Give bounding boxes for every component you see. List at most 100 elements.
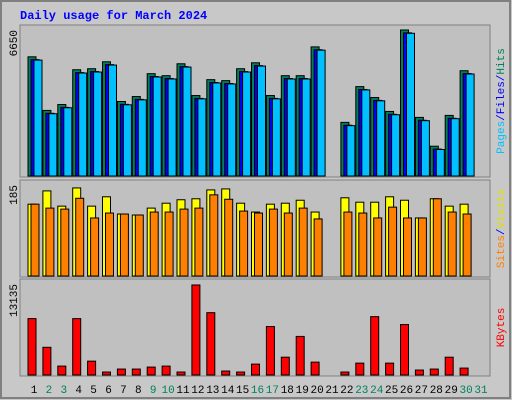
bar — [134, 214, 144, 277]
bar — [376, 100, 386, 177]
x-tick-label: 5 — [90, 385, 97, 397]
bar — [209, 194, 219, 277]
bar — [355, 362, 365, 376]
bar — [271, 98, 281, 177]
bar — [30, 203, 40, 277]
bar — [191, 284, 201, 376]
x-tick-label: 31 — [474, 385, 488, 397]
x-tick-label: 3 — [60, 385, 67, 397]
bar — [239, 210, 249, 277]
bar — [27, 318, 37, 376]
bar — [48, 113, 58, 177]
bar — [167, 78, 177, 177]
bar — [78, 72, 88, 177]
bar — [224, 198, 234, 277]
bar — [316, 49, 326, 177]
legend-label: Pages — [496, 121, 508, 154]
x-tick-label: 17 — [266, 385, 279, 397]
bar — [152, 76, 162, 177]
x-tick-label: 13 — [206, 385, 219, 397]
bar — [280, 356, 290, 376]
x-tick-label: 1 — [31, 385, 38, 397]
x-tick-label: 8 — [135, 385, 142, 397]
bar — [298, 207, 308, 277]
legend-separator: / — [496, 75, 508, 82]
legend-label: Files — [496, 81, 508, 114]
bar — [33, 59, 43, 177]
x-tick-label: 11 — [176, 385, 190, 397]
bar — [57, 365, 67, 376]
legend-label: KBytes — [496, 308, 508, 348]
bar — [90, 217, 100, 277]
bar — [358, 212, 368, 277]
bar — [257, 65, 266, 177]
bar — [459, 367, 469, 376]
bar — [45, 207, 55, 277]
bar — [301, 78, 311, 177]
bar — [343, 211, 353, 277]
bar — [212, 82, 222, 177]
bar — [432, 198, 442, 277]
x-tick-label: 7 — [120, 385, 127, 397]
bar — [340, 371, 350, 376]
bar — [417, 217, 427, 277]
x-tick-label: 16 — [251, 385, 264, 397]
bar — [102, 371, 111, 376]
bar — [254, 212, 263, 277]
x-tick-label: 2 — [46, 385, 53, 397]
bar — [450, 118, 460, 177]
bar — [119, 213, 129, 277]
bar — [283, 212, 293, 277]
x-tick-label: 10 — [161, 385, 174, 397]
bar — [414, 369, 424, 376]
bar — [116, 368, 126, 376]
bar — [131, 368, 141, 376]
legend-separator: / — [496, 114, 508, 121]
x-tick-label: 23 — [355, 385, 368, 397]
bar — [137, 99, 147, 177]
y-tick-label: 6650 — [9, 30, 21, 56]
bar — [313, 218, 323, 277]
bar — [268, 208, 278, 277]
legend: Pages/Files/Hits — [496, 48, 508, 154]
bar — [420, 120, 430, 177]
x-tick-label: 18 — [281, 385, 294, 397]
bar — [251, 363, 260, 376]
bar — [435, 149, 445, 177]
bar — [370, 316, 380, 376]
bar — [146, 366, 156, 376]
y-tick-label: 13135 — [9, 284, 21, 317]
bar — [108, 64, 117, 177]
bar — [310, 361, 320, 376]
bar — [227, 83, 237, 177]
x-tick-label: 9 — [150, 385, 157, 397]
y-tick-label: 185 — [9, 185, 21, 205]
x-tick-label: 22 — [340, 385, 353, 397]
legend-label: Hits — [496, 48, 508, 74]
bar — [236, 371, 246, 376]
bar — [361, 89, 371, 177]
bar — [385, 362, 395, 376]
bar — [465, 73, 475, 177]
chart-title: Daily usage for March 2024 — [20, 9, 207, 23]
bar — [179, 208, 189, 277]
panel — [19, 278, 491, 377]
bar — [403, 217, 412, 277]
bar — [242, 71, 252, 177]
bar — [444, 356, 454, 376]
bar — [93, 71, 103, 177]
bar — [429, 368, 439, 376]
bar — [346, 125, 356, 177]
bar — [462, 213, 472, 277]
bar — [295, 335, 305, 376]
bar — [221, 370, 231, 376]
bar — [197, 98, 207, 177]
bar — [42, 346, 52, 376]
bar — [391, 114, 401, 177]
x-tick-label: 30 — [459, 385, 472, 397]
legend-label: Visits — [496, 189, 508, 229]
x-tick-label: 12 — [191, 385, 204, 397]
legend: Sites/Visits — [496, 189, 508, 268]
